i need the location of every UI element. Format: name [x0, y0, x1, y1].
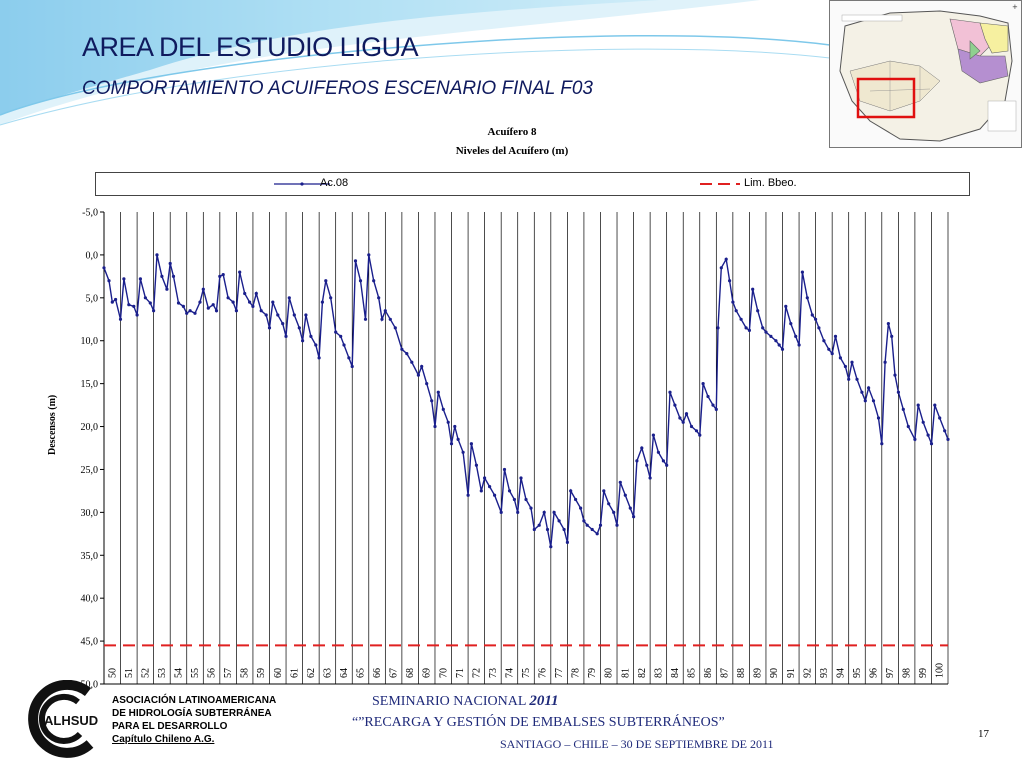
seminar-theme: “”RECARGA Y GESTIÓN DE EMBALSES SUBTERRÁ…: [352, 715, 725, 730]
map-highlight-box: [856, 77, 916, 119]
legend-label-ac08: Ac.08: [320, 177, 349, 189]
seminar-prefix: SEMINARIO NACIONAL: [372, 694, 526, 709]
seminar-year: 2011: [529, 693, 559, 709]
legend-swatch-ac08: [274, 182, 330, 186]
location-map: +: [829, 0, 1022, 148]
legend-label-limit: Lim. Bbeo.: [744, 177, 797, 189]
org-name: ASOCIACIÓN LATINOAMERICANA DE HIDROLOGÍA…: [112, 694, 276, 746]
alhsud-logo: ALHSUD: [28, 680, 98, 758]
seminar-place: SANTIAGO – CHILE – 30 DE SEPTIEMBRE DE 2…: [500, 737, 774, 751]
slide-subtitle: COMPORTAMIENTO ACUIFEROS ESCENARIO FINAL…: [82, 78, 593, 99]
page-number: 17: [978, 728, 989, 740]
legend-swatch-limit: [700, 183, 740, 185]
y-axis-label: Descensos (m): [47, 394, 58, 455]
svg-text:+: +: [1012, 3, 1018, 11]
map-image: +: [830, 1, 1021, 147]
chart-legend: Ac.08 Lim. Bbeo.: [95, 172, 970, 196]
logo-text: ALHSUD: [44, 713, 98, 728]
org-line-3: PARA EL DESARROLLO: [112, 721, 228, 732]
org-line-4: Capítulo Chileno A.G.: [112, 734, 215, 745]
slide-title: AREA DEL ESTUDIO LIGUA: [82, 32, 419, 62]
org-line-1: ASOCIACIÓN LATINOAMERICANA: [112, 695, 277, 706]
org-line-2: DE HIDROLOGÍA SUBTERRÁNEA: [112, 708, 272, 719]
chart-subtitle: Niveles del Acuífero (m): [455, 145, 569, 157]
chart-title: Acuífero 8: [487, 126, 537, 138]
seminar-title: SEMINARIO NACIONAL 2011: [372, 693, 559, 710]
map-legend: [987, 100, 1017, 132]
